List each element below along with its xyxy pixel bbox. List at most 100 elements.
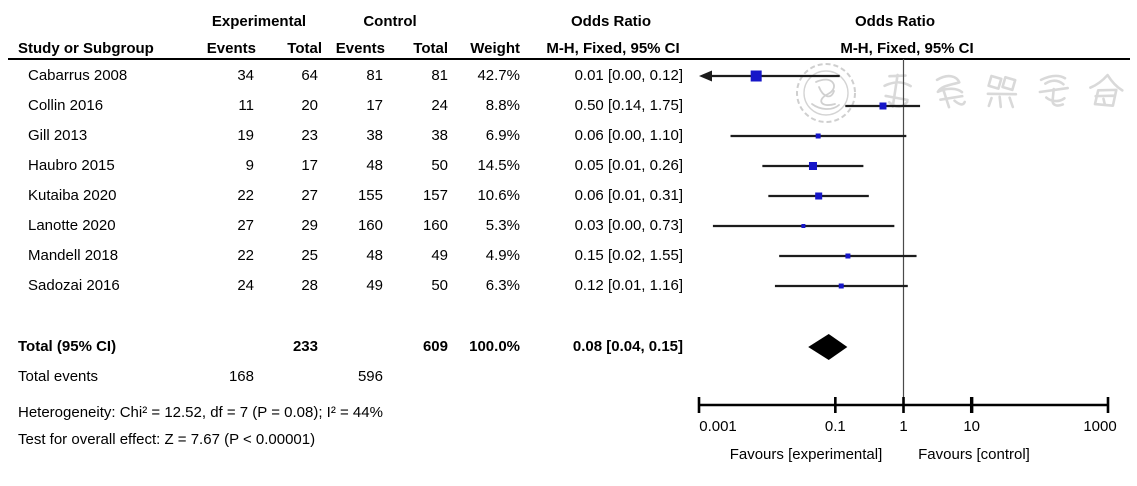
header-mh-ci-plot: M-H, Fixed, 95% CI xyxy=(840,40,974,57)
header-exp-total: Total xyxy=(287,40,322,57)
exp-events-value: 11 xyxy=(238,97,254,114)
or-ci-value: 0.03 [0.00, 0.73] xyxy=(574,217,683,234)
watermark-seal-inner xyxy=(803,70,849,116)
or-ci-value: 0.15 [0.02, 1.55] xyxy=(574,247,683,264)
total-events-ctrl: 596 xyxy=(357,368,383,385)
ctrl-events-value: 38 xyxy=(366,127,383,144)
exp-total-value: 29 xyxy=(301,217,318,234)
weight-value: 10.6% xyxy=(477,187,520,204)
header-control: Control xyxy=(363,13,417,30)
ctrl-events-value: 49 xyxy=(366,277,383,294)
ctrl-total-value: 50 xyxy=(431,157,448,174)
study-name: Collin 2016 xyxy=(28,97,104,114)
exp-total-value: 20 xyxy=(301,97,318,114)
ctrl-events-value: 17 xyxy=(366,97,383,114)
or-marker xyxy=(801,224,806,228)
ctrl-events-value: 48 xyxy=(366,157,383,174)
total-weight: 100.0% xyxy=(469,338,520,355)
or-marker xyxy=(815,133,821,139)
total-row-label: Total (95% CI) xyxy=(18,338,117,355)
or-marker xyxy=(845,253,851,259)
weight-value: 42.7% xyxy=(477,67,520,84)
header-odds-ratio-plot: Odds Ratio xyxy=(854,13,936,30)
header-exp-events: Events xyxy=(206,40,256,57)
overall-effect-test: Test for overall effect: Z = 7.67 (P < 0… xyxy=(18,431,316,448)
ctrl-total-value: 160 xyxy=(422,217,448,234)
watermark-seal-emblem xyxy=(811,78,840,110)
axis-tick-label: 0.1 xyxy=(824,418,846,435)
total-diamond xyxy=(808,334,848,360)
study-name: Haubro 2015 xyxy=(28,157,115,174)
study-name: Kutaiba 2020 xyxy=(28,187,117,204)
watermark-seal-outer xyxy=(796,63,856,123)
total-events-label: Total events xyxy=(18,368,99,385)
exp-total-value: 25 xyxy=(301,247,318,264)
exp-total-value: 27 xyxy=(301,187,318,204)
ctrl-total-value: 24 xyxy=(431,97,448,114)
study-name: Sadozai 2016 xyxy=(28,277,120,294)
weight-value: 8.8% xyxy=(485,97,520,114)
heterogeneity-stats: Heterogeneity: Chi² = 12.52, df = 7 (P =… xyxy=(18,404,383,421)
exp-events-value: 9 xyxy=(245,157,254,174)
weight-value: 4.9% xyxy=(485,247,520,264)
watermark-glyph xyxy=(1038,74,1069,107)
exp-events-value: 19 xyxy=(237,127,254,144)
exp-total-value: 23 xyxy=(301,127,318,144)
exp-total-value: 28 xyxy=(301,277,318,294)
or-marker xyxy=(750,70,762,82)
favours-control-label: Favours [control] xyxy=(918,446,1030,463)
axis-tick-label: 10 xyxy=(963,418,980,435)
header-ctrl-total: Total xyxy=(413,40,448,57)
total-exp-n: 233 xyxy=(292,338,318,355)
axis-tick-label: 1000 xyxy=(1083,418,1117,435)
axis-tick-label: 0.001 xyxy=(699,418,737,435)
weight-value: 6.3% xyxy=(485,277,520,294)
or-ci-value: 0.01 [0.00, 0.12] xyxy=(574,67,683,84)
ctrl-events-value: 81 xyxy=(366,67,383,84)
or-ci-value: 0.12 [0.01, 1.16] xyxy=(574,277,683,294)
study-name: Gill 2013 xyxy=(28,127,88,144)
study-name: Mandell 2018 xyxy=(28,247,119,264)
header-experimental: Experimental xyxy=(211,13,307,30)
axis-tick-label: 1 xyxy=(899,418,908,435)
exp-events-value: 22 xyxy=(237,187,254,204)
total-or-ci-text: 0.08 [0.04, 0.15] xyxy=(572,338,683,355)
study-name: Cabarrus 2008 xyxy=(28,67,128,84)
watermark-glyph xyxy=(986,74,1018,109)
or-ci-value: 0.06 [0.00, 1.10] xyxy=(574,127,683,144)
header-mh-ci-text: M-H, Fixed, 95% CI xyxy=(546,40,680,57)
total-events-exp: 168 xyxy=(228,368,254,385)
or-marker xyxy=(808,162,817,170)
exp-total-value: 17 xyxy=(301,157,318,174)
or-marker xyxy=(815,192,823,200)
watermark-glyph xyxy=(883,73,912,108)
exp-events-value: 34 xyxy=(237,67,254,84)
ci-arrow-left xyxy=(699,70,712,82)
ctrl-total-value: 49 xyxy=(431,247,448,264)
favours-experimental-label: Favours [experimental] xyxy=(729,446,883,463)
study-name: Lanotte 2020 xyxy=(28,217,116,234)
total-ctrl-n: 609 xyxy=(422,338,448,355)
watermark-glyph xyxy=(935,74,966,109)
header-study-subgroup: Study or Subgroup xyxy=(18,40,154,57)
header-underline xyxy=(8,58,1130,60)
or-ci-value: 0.50 [0.14, 1.75] xyxy=(574,97,683,114)
weight-value: 5.3% xyxy=(485,217,520,234)
or-marker xyxy=(879,102,887,110)
header-weight: Weight xyxy=(470,40,520,57)
weight-value: 6.9% xyxy=(485,127,520,144)
exp-events-value: 22 xyxy=(237,247,254,264)
ctrl-total-value: 157 xyxy=(422,187,448,204)
ctrl-events-value: 160 xyxy=(357,217,383,234)
ctrl-total-value: 81 xyxy=(431,67,448,84)
exp-events-value: 27 xyxy=(237,217,254,234)
watermark-glyph xyxy=(1089,73,1124,107)
header-odds-ratio-text: Odds Ratio xyxy=(570,13,652,30)
or-ci-value: 0.06 [0.01, 0.31] xyxy=(574,187,683,204)
ctrl-total-value: 50 xyxy=(431,277,448,294)
or-marker xyxy=(838,283,844,289)
exp-events-value: 24 xyxy=(237,277,254,294)
or-ci-value: 0.05 [0.01, 0.26] xyxy=(574,157,683,174)
